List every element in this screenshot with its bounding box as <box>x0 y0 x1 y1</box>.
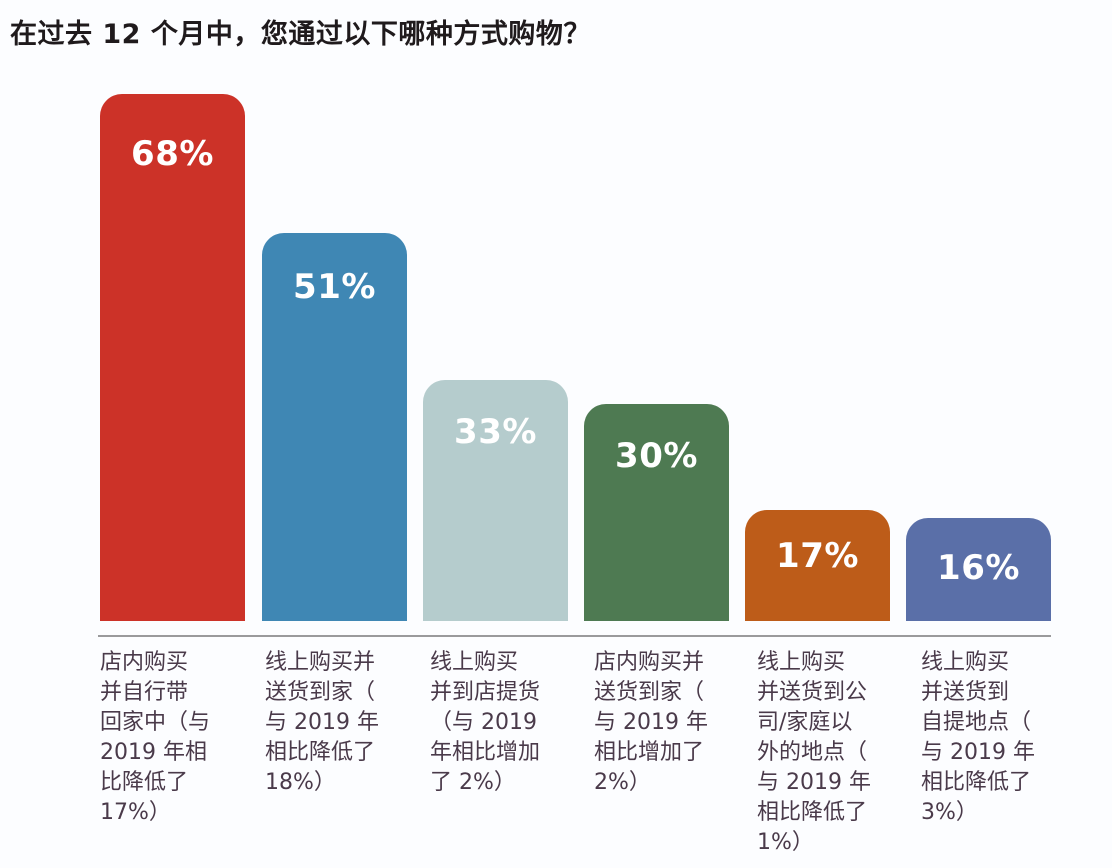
bar-value-label: 51% <box>293 267 376 307</box>
bar-value-label: 17% <box>776 536 859 576</box>
bar-value-label: 30% <box>615 436 698 476</box>
bar-online-other-location: 17% <box>745 510 890 621</box>
category-label: 线上购买 并送货到 自提地点（ 与 2019 年 相比降低了 3%） <box>921 650 1035 825</box>
x-axis-baseline <box>98 635 1051 637</box>
bar-value-label: 16% <box>937 548 1020 588</box>
bar-online-store-pickup: 33% <box>423 380 568 621</box>
bar-online-pickup-point: 16% <box>906 518 1051 621</box>
category-label: 线上购买 并送货到公 司/家庭以 外的地点（ 与 2019 年 相比降低了 1%… <box>757 650 871 855</box>
category-label: 店内购买并 送货到家（ 与 2019 年 相比增加了 2%） <box>594 650 708 795</box>
bar-value-label: 33% <box>454 412 537 452</box>
bar-value-label: 68% <box>131 134 214 174</box>
bar-online-home-delivery: 51% <box>262 233 407 621</box>
category-label: 店内购买 并自行带 回家中（与 2019 年相 比降低了 17%） <box>100 650 211 825</box>
category-label: 线上购买 并到店提货 （与 2019 年相比增加 了 2%） <box>430 650 541 795</box>
bar-in-store-home-delivery: 30% <box>584 404 729 621</box>
bar-in-store-take-home: 68% <box>100 94 245 621</box>
category-label: 线上购买并 送货到家（ 与 2019 年 相比降低了 18%） <box>265 650 379 795</box>
chart-title: 在过去 12 个月中，您通过以下哪种方式购物？ <box>10 19 591 50</box>
